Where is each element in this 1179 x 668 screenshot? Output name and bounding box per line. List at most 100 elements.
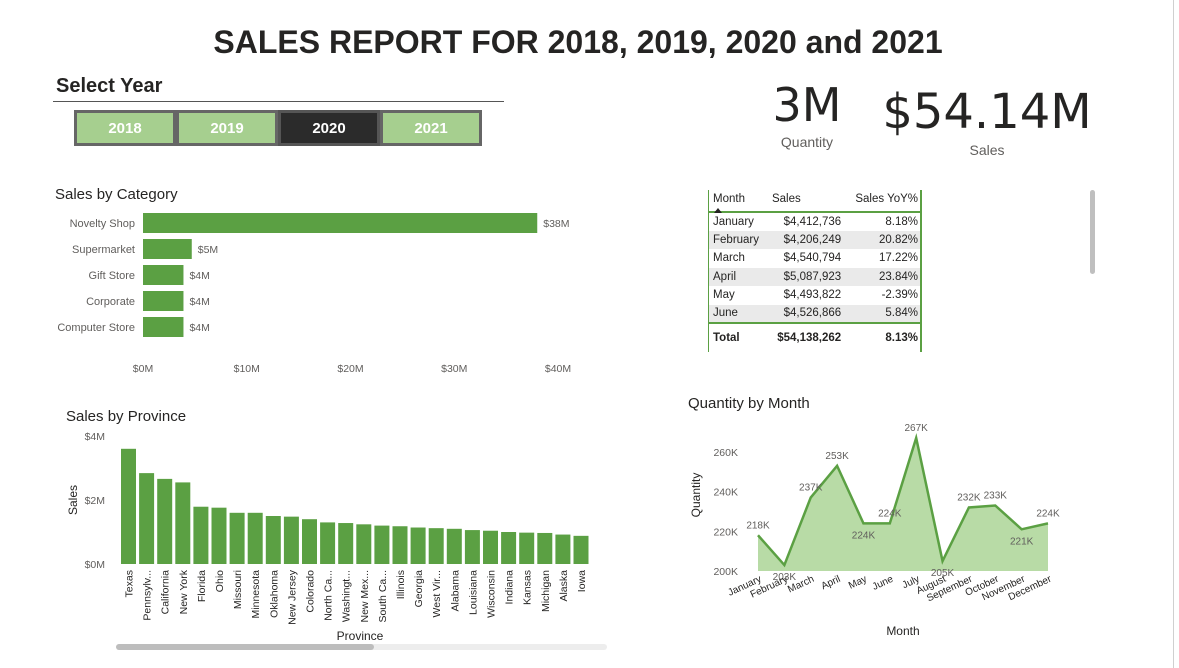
category-bar xyxy=(143,265,184,285)
vertical-scrollbar-thumb[interactable] xyxy=(1090,190,1095,274)
sales-kpi-label: Sales xyxy=(969,142,1005,158)
province-bar xyxy=(356,524,372,564)
category-label: Gift Store xyxy=(89,270,135,282)
y-tick-label: 200K xyxy=(713,566,738,578)
category-label: Supermarket xyxy=(72,244,135,256)
province-bar xyxy=(483,530,498,564)
province-bar xyxy=(446,528,462,564)
province-bar xyxy=(302,519,317,564)
province-tick-label: Florida xyxy=(196,570,208,602)
yoy-cell: 23.84% xyxy=(845,267,922,286)
province-tick-label: Michigan xyxy=(540,570,552,612)
category-bar xyxy=(143,239,192,259)
province-tick-label: West Vir... xyxy=(431,570,443,617)
horizontal-scrollbar-thumb[interactable] xyxy=(116,644,374,650)
year-button-label: 2019 xyxy=(210,119,244,137)
table-row: May $4,493,822 -2.39% xyxy=(708,286,922,305)
province-tick-label: Iowa xyxy=(576,570,588,592)
year-button-label: 2018 xyxy=(108,119,142,137)
quantity-kpi-value: 3M xyxy=(772,78,842,132)
year-button-2018[interactable]: 2018 xyxy=(74,110,176,146)
category-bar xyxy=(143,317,184,337)
total-label-cell: Total xyxy=(708,322,767,347)
monthly-sales-table: Month Sales Sales YoY% January $4,412,73… xyxy=(708,190,922,347)
province-bar xyxy=(157,478,173,564)
yoy-cell: 8.18% xyxy=(885,215,918,228)
year-button-2019[interactable]: 2019 xyxy=(176,110,278,146)
year-button-label: 2021 xyxy=(414,119,448,137)
sales-cell: $4,412,736 xyxy=(783,215,842,228)
province-tick-label: Kansas xyxy=(522,570,534,605)
yoy-cell: -2.39% xyxy=(881,289,918,302)
province-bar-chart: $0M $2M $4M Sales Texas Pennsylv... California… xyxy=(66,431,589,643)
quantity-data-label: 253K xyxy=(825,451,849,462)
quantity-data-label: 237K xyxy=(799,483,823,494)
province-tick-label: North Ca... xyxy=(323,570,335,621)
category-label: Novelty Shop xyxy=(70,218,135,230)
year-button-2020[interactable]: 2020 xyxy=(278,110,380,146)
month-cell: February xyxy=(708,230,767,249)
table-border-right xyxy=(920,190,922,352)
yoy-cell: 5.84% xyxy=(845,304,922,323)
province-tick-label: Missouri xyxy=(232,570,244,609)
quantity-data-label: 224K xyxy=(1036,508,1060,519)
quantity-data-label: 218K xyxy=(746,520,770,531)
page-title: SALES REPORT FOR 2018, 2019, 2020 and 20… xyxy=(213,24,943,60)
province-bar xyxy=(175,482,191,564)
province-tick-label: Oklahoma xyxy=(268,570,280,618)
province-tick-label: Louisiana xyxy=(467,570,479,615)
month-column-header[interactable]: Month xyxy=(708,190,767,213)
sales-cell: $4,206,249 xyxy=(766,230,846,249)
province-bar xyxy=(121,448,136,564)
month-header-label: Month xyxy=(713,193,745,205)
province-bar xyxy=(519,532,535,564)
y-axis-title: Sales xyxy=(66,485,80,515)
y-tick-label: $2M xyxy=(85,495,105,507)
province-bar xyxy=(374,525,390,564)
sales-cell: $5,087,923 xyxy=(766,267,846,286)
category-bar xyxy=(143,291,184,311)
quantity-data-label: 224K xyxy=(878,508,902,519)
yoy-column-header[interactable]: Sales YoY% xyxy=(845,190,922,213)
x-axis-title: Province xyxy=(337,629,384,643)
x-tick-label: $10M xyxy=(234,363,260,375)
province-bar xyxy=(247,512,263,564)
province-tick-label: New York xyxy=(178,569,190,614)
quantity-kpi-label: Quantity xyxy=(780,134,834,150)
category-data-label: $4M xyxy=(189,296,209,308)
table-row: March $4,540,794 17.22% xyxy=(708,249,922,268)
year-button-label: 2020 xyxy=(312,119,346,137)
table-row: February $4,206,249 20.82% xyxy=(708,230,922,249)
year-button-2021[interactable]: 2021 xyxy=(380,110,482,146)
province-bar xyxy=(501,532,517,564)
category-label: Corporate xyxy=(86,296,135,308)
month-tick-label: June xyxy=(871,574,896,593)
province-chart-title: Sales by Province xyxy=(66,408,187,425)
x-tick-label: $0M xyxy=(133,363,153,375)
total-sales-cell: $54,138,262 xyxy=(766,322,846,347)
province-tick-label: California xyxy=(160,570,172,615)
x-axis-title: Month xyxy=(886,624,919,638)
sort-ascending-icon xyxy=(714,208,722,213)
y-tick-label: 240K xyxy=(713,487,738,499)
month-cell: January xyxy=(713,215,754,228)
month-tick-label: May xyxy=(847,574,869,592)
table-total-row: Total $54,138,262 8.13% xyxy=(708,322,922,347)
province-tick-label: Ohio xyxy=(214,570,226,592)
category-data-label: $5M xyxy=(198,244,218,256)
province-tick-label: South Ca... xyxy=(377,570,389,623)
quantity-data-label: 267K xyxy=(905,423,929,434)
table-row: January $4,412,736 8.18% xyxy=(708,212,922,231)
province-tick-label: New Mex... xyxy=(359,570,371,623)
table-border-left xyxy=(708,190,709,352)
province-bar xyxy=(265,516,281,564)
province-bar xyxy=(320,522,336,564)
province-bar xyxy=(537,532,553,564)
province-tick-label: Texas xyxy=(124,570,136,597)
sales-column-header[interactable]: Sales xyxy=(766,190,846,213)
category-label: Computer Store xyxy=(57,322,135,334)
category-chart-title: Sales by Category xyxy=(55,186,178,203)
table-row: June $4,526,866 5.84% xyxy=(708,304,922,323)
